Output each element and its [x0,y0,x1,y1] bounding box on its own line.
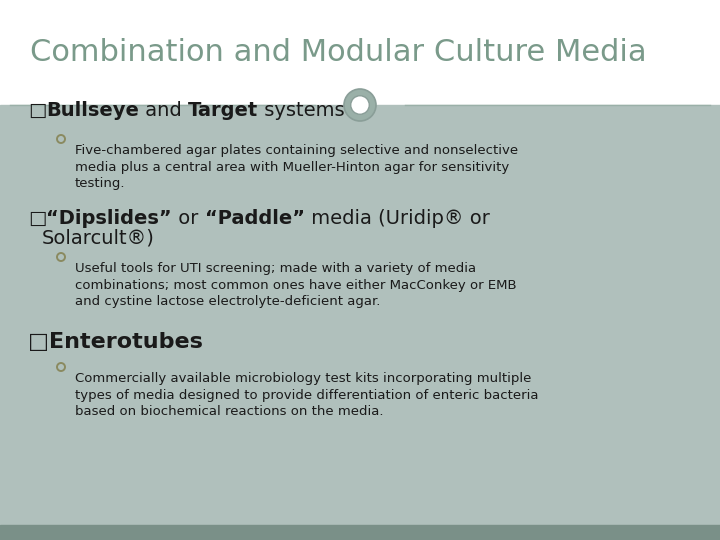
Circle shape [344,89,376,121]
Text: □: □ [28,332,49,352]
Text: Commercially available microbiology test kits incorporating multiple
types of me: Commercially available microbiology test… [75,372,539,418]
Text: Target: Target [188,100,258,119]
Text: media (Uridip® or: media (Uridip® or [305,208,490,227]
Text: Useful tools for UTI screening; made with a variety of media
combinations; most : Useful tools for UTI screening; made wit… [75,262,517,308]
Text: or: or [172,208,204,227]
Text: and: and [139,100,188,119]
Bar [0,525,720,540]
Text: “Dipslides”: “Dipslides” [46,208,172,227]
Text: Bullseye: Bullseye [46,100,139,119]
Text: Combination and Modular Culture Media: Combination and Modular Culture Media [30,38,647,67]
Text: Five-chambered agar plates containing selective and nonselective
media plus a ce: Five-chambered agar plates containing se… [75,144,518,190]
Text: □: □ [28,208,46,227]
Text: systems: systems [258,100,345,119]
Bar [0,105,720,525]
Bar [0,0,720,105]
Circle shape [351,96,369,114]
Text: Enterotubes: Enterotubes [49,332,203,352]
Text: Solarcult®): Solarcult®) [42,228,155,247]
Text: “Paddle”: “Paddle” [204,208,305,227]
Text: □: □ [28,100,46,119]
